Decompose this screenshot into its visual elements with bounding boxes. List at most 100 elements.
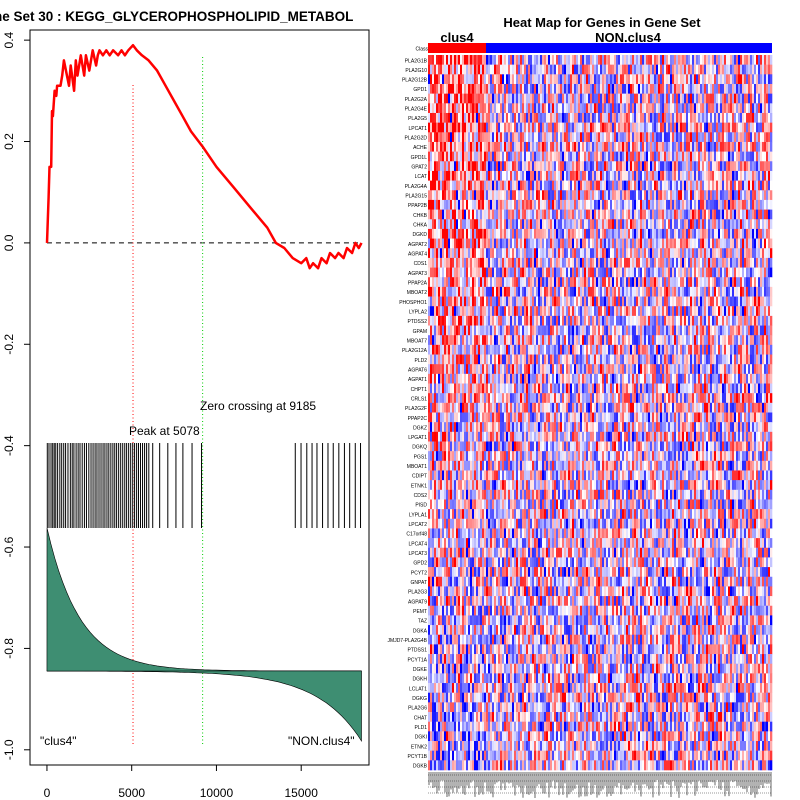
- heatmap-cell: [692, 277, 695, 288]
- heatmap-cell: [688, 122, 691, 133]
- heatmap-cell: [756, 74, 759, 85]
- heatmap-cell: [526, 74, 529, 85]
- heatmap-cell: [566, 296, 569, 307]
- heatmap-cell: [566, 83, 569, 94]
- heatmap-cell: [750, 103, 753, 114]
- heatmap-cell: [712, 141, 715, 152]
- heatmap-cell: [572, 248, 575, 259]
- heatmap-cell: [692, 248, 695, 259]
- heatmap-cell: [722, 74, 725, 85]
- heatmap-cell: [764, 306, 767, 317]
- heatmap-cell: [640, 219, 643, 230]
- heatmap-cell: [488, 161, 491, 172]
- heatmap-cell: [482, 238, 485, 249]
- heatmap-cell: [562, 315, 565, 326]
- heatmap-cell: [766, 219, 769, 230]
- heatmap-cell: [536, 83, 539, 94]
- heatmap-cell: [670, 267, 673, 278]
- heatmap-cell: [710, 286, 713, 297]
- heatmap-cell: [540, 64, 543, 75]
- heatmap-cell: [480, 112, 483, 123]
- heatmap-cell: [452, 103, 455, 114]
- heatmap-cell: [592, 296, 595, 307]
- heatmap-cell: [700, 55, 703, 65]
- heatmap-cell: [502, 180, 505, 191]
- heatmap-cell: [490, 170, 493, 181]
- heatmap-cell: [630, 228, 633, 239]
- heatmap-cell: [586, 83, 589, 94]
- heatmap-cell: [582, 93, 585, 104]
- heatmap-cell: [724, 219, 727, 230]
- heatmap-cell: [446, 74, 449, 85]
- heatmap-cell: [446, 161, 449, 172]
- heatmap-cell: [664, 151, 667, 162]
- heatmap-cell: [634, 122, 637, 133]
- heatmap-cell: [444, 248, 447, 259]
- heatmap-cell: [460, 325, 463, 336]
- heatmap-cell: [660, 141, 663, 152]
- heatmap-cell: [478, 248, 481, 259]
- heatmap-cell: [650, 141, 653, 152]
- heatmap-cell: [598, 55, 601, 65]
- heatmap-cell: [494, 238, 497, 249]
- heatmap-cell: [674, 74, 677, 85]
- heatmap-cell: [740, 286, 743, 297]
- heatmap-cell: [428, 199, 431, 210]
- heatmap-cell: [708, 199, 711, 210]
- heatmap-cell: [738, 286, 741, 297]
- heatmap-cell: [612, 93, 615, 104]
- heatmap-cell: [506, 103, 509, 114]
- heatmap-cell: [516, 55, 519, 65]
- heatmap-cell: [636, 55, 639, 65]
- heatmap-cell: [588, 238, 591, 249]
- heatmap-cell: [602, 141, 605, 152]
- heatmap-cell: [640, 277, 643, 288]
- heatmap-cell: [656, 199, 659, 210]
- heatmap-cell: [508, 103, 511, 114]
- heatmap-cell: [578, 55, 581, 65]
- heatmap-cell: [430, 161, 433, 172]
- heatmap-cell: [748, 199, 751, 210]
- heatmap-cell: [684, 64, 687, 75]
- heatmap-cell: [646, 315, 649, 326]
- heatmap-cell: [610, 306, 613, 317]
- heatmap-cell: [606, 238, 609, 249]
- heatmap-cell: [590, 132, 593, 143]
- heatmap-cell: [616, 315, 619, 326]
- heatmap-cell: [530, 122, 533, 133]
- heatmap-cell: [606, 170, 609, 181]
- heatmap-cell: [448, 248, 451, 259]
- heatmap-cell: [532, 238, 535, 249]
- heatmap-cell: [506, 141, 509, 152]
- heatmap-cell: [714, 170, 717, 181]
- heatmap-cell: [476, 238, 479, 249]
- heatmap-cell: [534, 151, 537, 162]
- heatmap-cell: [720, 74, 723, 85]
- heatmap-cell: [714, 248, 717, 259]
- heatmap-cell: [640, 228, 643, 239]
- heatmap-cell: [750, 141, 753, 152]
- heatmap-cell: [728, 315, 731, 326]
- heatmap-cell: [658, 112, 661, 123]
- heatmap-cell: [692, 190, 695, 201]
- heatmap-cell: [630, 112, 633, 123]
- heatmap-cell: [452, 112, 455, 123]
- heatmap-cell: [476, 286, 479, 297]
- heatmap-cell: [572, 170, 575, 181]
- heatmap-cell: [432, 170, 435, 181]
- heatmap-cell: [604, 93, 607, 104]
- heatmap-cell: [652, 180, 655, 191]
- heatmap-cell: [486, 122, 489, 133]
- heatmap-cell: [754, 64, 757, 75]
- heatmap-cell: [604, 132, 607, 143]
- heatmap-cell: [622, 296, 625, 307]
- heatmap-cell: [602, 267, 605, 278]
- heatmap-cell: [630, 74, 633, 85]
- heatmap-cell: [752, 112, 755, 123]
- heatmap-cell: [664, 83, 667, 94]
- heatmap-cell: [676, 103, 679, 114]
- heatmap-cell: [538, 257, 541, 268]
- heatmap-cell: [540, 122, 543, 133]
- heatmap-cell: [598, 141, 601, 152]
- heatmap-cell: [568, 64, 571, 75]
